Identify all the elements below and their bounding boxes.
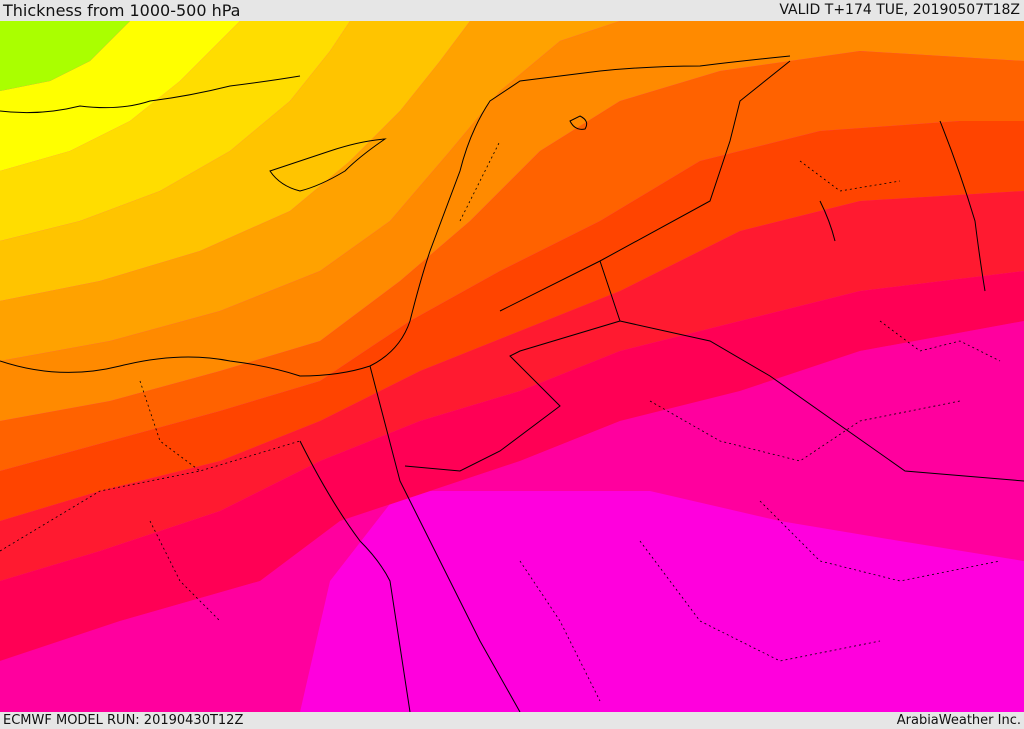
map-title: Thickness from 1000-500 hPa <box>3 1 241 20</box>
map-canvas <box>0 21 1024 712</box>
band-crimson <box>0 271 1024 661</box>
map-footer: ECMWF MODEL RUN: 20190430T12Z ArabiaWeat… <box>0 712 1024 729</box>
thickness-map <box>0 21 1024 712</box>
band-orange <box>0 21 620 361</box>
admin-boundaries <box>0 140 1001 702</box>
band-bright-magenta <box>300 491 1024 712</box>
valid-time: VALID T+174 TUE, 20190507T18Z <box>779 2 1020 18</box>
model-run-label: ECMWF MODEL RUN: 20190430T12Z <box>3 713 244 728</box>
coastlines <box>0 55 986 712</box>
band-red-orange <box>0 121 1024 521</box>
band-yellow <box>0 21 240 171</box>
band-orange-red <box>0 51 1024 471</box>
country-borders <box>404 60 1024 482</box>
credit-label: ArabiaWeather Inc. <box>896 713 1021 728</box>
map-header: Thickness from 1000-500 hPa VALID T+174 … <box>0 0 1024 21</box>
band-yellow-orange <box>0 21 350 241</box>
band-light-orange <box>0 21 470 301</box>
band-red <box>0 191 1024 581</box>
band-green <box>0 21 130 91</box>
band-deep-pink <box>0 321 1024 712</box>
band-dark-orange <box>0 21 1024 421</box>
